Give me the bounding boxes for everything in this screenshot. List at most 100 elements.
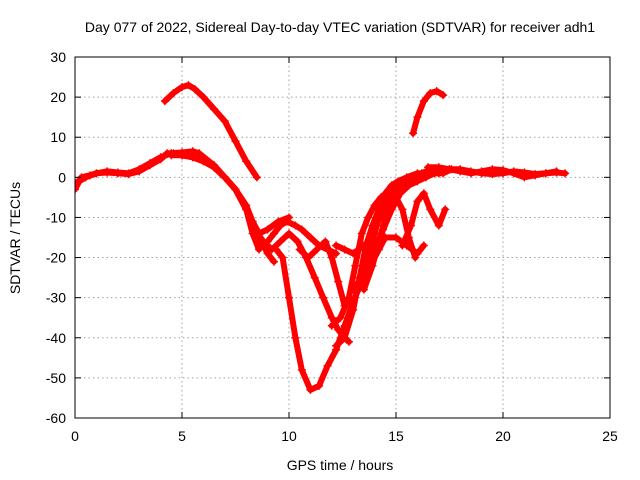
data-point <box>285 293 293 302</box>
data-point <box>92 169 101 178</box>
data-point <box>306 385 315 394</box>
data-point <box>75 185 79 194</box>
x-tick-label: 25 <box>602 428 618 444</box>
series-trace-1 <box>75 149 264 254</box>
data-point <box>231 137 240 146</box>
data-point <box>332 341 341 350</box>
data-point <box>406 221 415 230</box>
data-point <box>293 237 302 246</box>
series-trace-3 <box>160 81 261 182</box>
data-point <box>199 93 208 102</box>
data-point <box>413 173 422 182</box>
data-point <box>357 229 366 238</box>
plot-frame <box>74 56 611 419</box>
series-line <box>168 152 292 237</box>
y-tick-label: 20 <box>50 89 66 105</box>
data-point <box>409 129 418 138</box>
data-point <box>359 241 368 250</box>
series-trace-16 <box>409 87 448 138</box>
data-point <box>456 167 465 176</box>
data-point <box>387 181 396 190</box>
data-point <box>242 201 251 210</box>
data-point <box>561 169 570 178</box>
data-point <box>291 221 300 230</box>
data-point <box>184 81 193 90</box>
data-point <box>75 177 84 186</box>
data-point <box>398 205 407 214</box>
y-tick-label: -10 <box>46 209 66 225</box>
data-point <box>270 229 279 238</box>
data-point <box>332 241 341 250</box>
data-point <box>531 171 540 180</box>
data-point <box>156 153 165 162</box>
data-point <box>340 245 349 254</box>
data-point <box>167 151 176 160</box>
data-point <box>424 163 433 172</box>
data-point <box>272 245 281 254</box>
data-point <box>541 169 550 178</box>
data-point <box>413 113 422 122</box>
data-point <box>291 333 300 342</box>
data-point <box>434 221 443 230</box>
data-point <box>477 167 486 176</box>
data-point <box>340 333 349 342</box>
data-point <box>372 221 381 230</box>
data-point <box>124 169 133 178</box>
data-point <box>334 277 343 286</box>
data-point <box>190 85 199 94</box>
data-point <box>321 237 330 246</box>
x-tick-label: 20 <box>495 428 511 444</box>
series-trace-4 <box>167 151 293 238</box>
data-point <box>364 213 373 222</box>
data-point <box>250 225 259 234</box>
data-point <box>276 237 285 246</box>
y-axis-label: SDTVAR / TECUs <box>7 182 23 294</box>
data-point <box>488 165 497 174</box>
data-point <box>188 153 197 162</box>
data-point <box>327 321 336 330</box>
data-point <box>432 87 441 96</box>
data-series <box>75 81 570 394</box>
data-point <box>263 249 272 258</box>
data-point <box>344 337 353 346</box>
data-point <box>81 173 90 182</box>
data-point <box>370 245 379 254</box>
data-point <box>411 253 420 262</box>
data-point <box>231 185 240 194</box>
data-point <box>282 217 291 226</box>
series-line <box>75 150 262 253</box>
data-point <box>445 165 454 174</box>
data-point <box>419 189 428 198</box>
data-point <box>297 365 306 374</box>
data-point <box>426 205 435 214</box>
data-point <box>520 173 529 182</box>
data-point <box>178 83 186 92</box>
data-point <box>270 257 279 266</box>
y-tick-label: 0 <box>58 169 66 185</box>
data-point <box>314 381 323 390</box>
data-point <box>304 253 313 262</box>
data-point <box>404 181 413 190</box>
y-tick-label: 30 <box>50 49 66 65</box>
data-point <box>441 205 450 214</box>
axis-ticks: 0 5 10 15 20 25 -60 -50 -40 -30 -20 -10 0 10 20 30 <box>46 49 618 444</box>
data-point <box>145 159 154 168</box>
data-point <box>276 221 285 230</box>
data-point <box>413 197 422 206</box>
x-tick-label: 5 <box>178 428 186 444</box>
data-point <box>426 89 435 98</box>
series-trace-15 <box>398 189 450 250</box>
y-tick-label: -50 <box>46 370 66 386</box>
data-point <box>392 185 400 194</box>
data-point <box>263 237 272 246</box>
data-point <box>160 97 169 106</box>
data-point <box>297 225 306 234</box>
data-point <box>199 157 208 166</box>
data-point <box>351 261 360 270</box>
data-point <box>434 163 443 172</box>
data-point <box>178 151 186 160</box>
data-point <box>370 201 379 210</box>
data-point <box>327 253 336 262</box>
series-line <box>399 190 449 249</box>
data-point <box>319 293 328 302</box>
